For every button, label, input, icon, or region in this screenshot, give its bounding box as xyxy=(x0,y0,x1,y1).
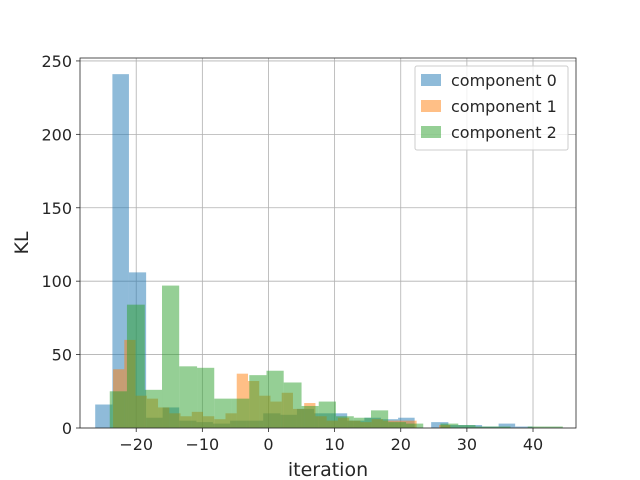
x-tick-label: 0 xyxy=(263,435,273,454)
histogram-bar xyxy=(515,426,533,428)
legend: component 0 component 1 component 2 xyxy=(414,65,569,151)
histogram-bar xyxy=(318,401,336,428)
legend-entry: component 0 xyxy=(451,71,557,90)
x-tick-label: 40 xyxy=(523,435,543,454)
y-tick-label: 50 xyxy=(52,346,72,365)
histogram-bar xyxy=(406,423,424,428)
histogram-bar xyxy=(179,366,198,428)
histogram-bar xyxy=(144,389,163,428)
histogram-bar xyxy=(440,423,459,428)
histogram-bar xyxy=(95,404,113,428)
y-tick-label: 200 xyxy=(41,125,72,144)
histogram-bar xyxy=(214,398,232,428)
plot-frame xyxy=(79,57,577,429)
legend-swatch xyxy=(421,126,441,138)
x-tick-label: 10 xyxy=(324,435,344,454)
x-tick-label: 20 xyxy=(391,435,411,454)
histogram-bar xyxy=(197,367,215,428)
series-2-bars xyxy=(109,285,563,428)
histogram-bar xyxy=(301,405,319,428)
histogram-bar xyxy=(431,422,449,428)
histogram-bar xyxy=(492,426,511,428)
histogram-bar xyxy=(112,74,129,429)
histogram-bar xyxy=(335,416,354,428)
histogram-bar xyxy=(544,426,563,428)
x-axis-ticks: −20 −10 0 10 20 30 40 xyxy=(119,428,543,454)
x-tick-label: −10 xyxy=(185,435,219,454)
legend-swatch xyxy=(421,100,441,112)
x-axis-label: iteration xyxy=(288,459,368,480)
histogram-bar xyxy=(527,426,545,428)
histogram-bar xyxy=(388,422,407,428)
histogram-bar xyxy=(162,285,180,428)
y-tick-label: 100 xyxy=(41,272,72,291)
y-tick-label: 250 xyxy=(41,52,72,71)
legend-entry: component 1 xyxy=(451,97,557,116)
y-axis-label: KL xyxy=(11,231,33,254)
x-tick-label: 30 xyxy=(457,435,477,454)
legend-box xyxy=(414,65,569,151)
y-axis-ticks: 0 50 100 150 200 250 xyxy=(41,52,80,438)
histogram-bar xyxy=(498,423,516,428)
histogram-bar xyxy=(109,391,127,428)
histogram-bar xyxy=(249,375,267,428)
histogram-bar xyxy=(475,426,493,428)
histogram-bar xyxy=(231,398,250,428)
legend-swatch xyxy=(421,74,441,86)
histogram-bar xyxy=(353,417,371,428)
x-tick-label: −20 xyxy=(119,435,153,454)
histogram-bar xyxy=(458,425,476,428)
histogram-bars xyxy=(95,74,563,429)
y-tick-label: 0 xyxy=(62,419,72,438)
histogram-bar xyxy=(370,410,389,428)
legend-entry: component 2 xyxy=(451,123,557,142)
histogram-bar xyxy=(283,382,302,428)
histogram-bar xyxy=(266,370,284,428)
y-tick-label: 150 xyxy=(41,199,72,218)
histogram-bar xyxy=(126,304,145,428)
